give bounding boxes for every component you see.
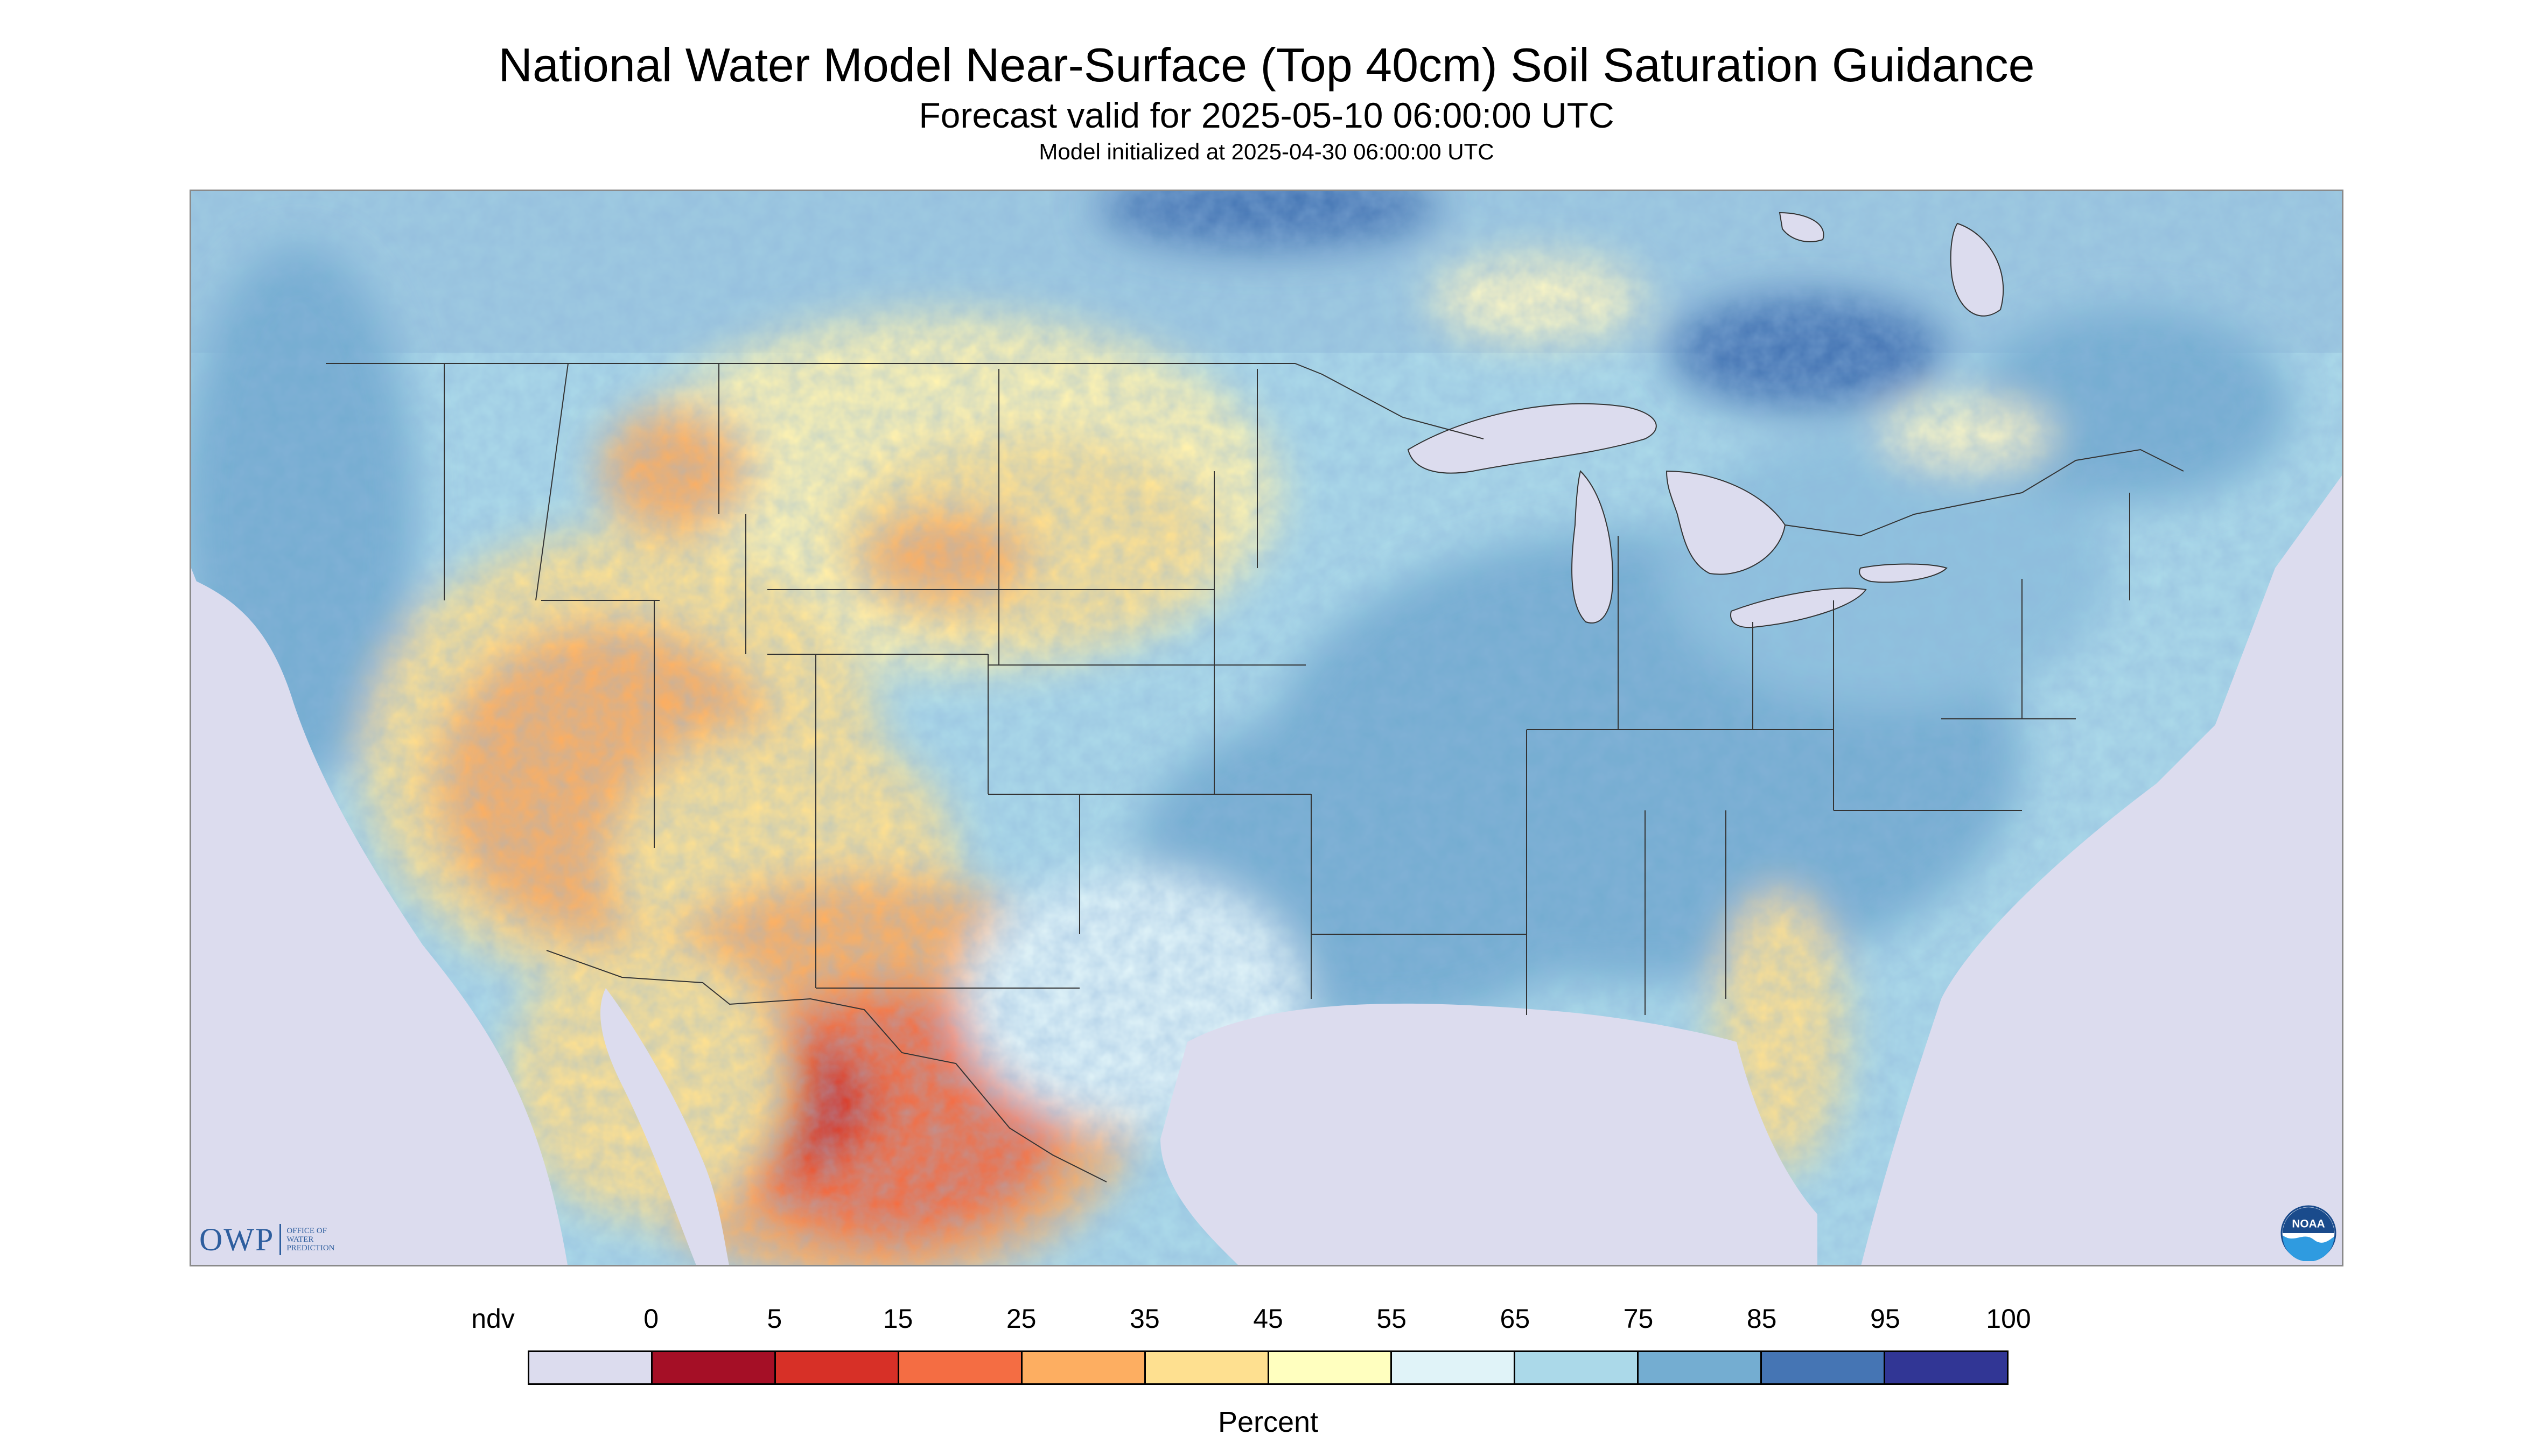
us-mexico-border xyxy=(546,950,1107,1182)
legend-tick-label: 5 xyxy=(767,1304,782,1334)
color-legend: ndv 0 5 15 25 35 45 55 65 75 85 95 100 Percent xyxy=(471,1303,2031,1443)
legend-swatch xyxy=(529,1352,653,1383)
legend-swatch xyxy=(1269,1352,1393,1383)
owp-logo-divider xyxy=(279,1224,282,1255)
noaa-logo: NOAA xyxy=(2280,1205,2336,1261)
legend-tick-label: 25 xyxy=(1006,1304,1037,1334)
owp-logo: OWP OFFICE OF WATER PREDICTION xyxy=(199,1218,335,1261)
legend-tick-label: 100 xyxy=(1986,1304,2031,1334)
forecast-valid-time: Forecast valid for 2025-05-10 06:00:00 U… xyxy=(919,95,1614,135)
us-canada-border xyxy=(326,363,2184,537)
noaa-logo-text: NOAA xyxy=(2292,1218,2325,1230)
legend-swatch xyxy=(652,1352,776,1383)
gulf-of-california xyxy=(600,988,729,1265)
owp-logo-mark: OWP xyxy=(199,1221,275,1257)
legend-swatch xyxy=(1392,1352,1516,1383)
legend-swatch xyxy=(1885,1352,2007,1383)
legend-tick-labels: ndv 0 5 15 25 35 45 55 65 75 85 95 100 xyxy=(471,1303,2031,1341)
legend-tick-label: 75 xyxy=(1623,1304,1654,1334)
lake-huron xyxy=(1666,470,1786,575)
legend-tick-label: 45 xyxy=(1253,1304,1283,1334)
legend-tick-label: 65 xyxy=(1500,1304,1530,1334)
pacific-ocean xyxy=(191,579,568,1265)
legend-tick-label: 15 xyxy=(883,1304,913,1334)
james-bay xyxy=(1779,212,1824,242)
legend-unit-label: Percent xyxy=(1217,1406,1319,1438)
owp-logo-text-line: WATER xyxy=(286,1235,314,1244)
legend-swatch xyxy=(899,1352,1023,1383)
legend-swatch xyxy=(1515,1352,1639,1383)
legend-tick-label: 35 xyxy=(1130,1304,1160,1334)
great-lakes xyxy=(1407,212,2004,628)
owp-logo-text-line: PREDICTION xyxy=(286,1244,335,1252)
legend-swatch xyxy=(1022,1352,1146,1383)
lake-ontario xyxy=(1859,563,1948,583)
hudson-bay-edge xyxy=(1950,222,2004,317)
atlantic-ocean xyxy=(1861,603,2342,1265)
model-init-time: Model initialized at 2025-04-30 06:00:00… xyxy=(1039,139,1494,164)
map-title: National Water Model Near-Surface (Top 4… xyxy=(498,38,2035,92)
legend-tick-label: 0 xyxy=(643,1304,659,1334)
legend-swatch xyxy=(775,1352,899,1383)
lake-erie xyxy=(1730,587,1867,628)
soil-saturation-map xyxy=(190,190,2343,1266)
map-canvas xyxy=(191,191,2342,1265)
legend-swatch xyxy=(1762,1352,1886,1383)
legend-tick-label: ndv xyxy=(471,1304,515,1334)
state-boundaries xyxy=(326,363,2184,1182)
legend-color-bar xyxy=(528,1350,2009,1385)
legend-swatch xyxy=(1145,1352,1269,1383)
legend-tick-label: 85 xyxy=(1746,1304,1777,1334)
legend-swatch xyxy=(1639,1352,1762,1383)
legend-tick-label: 95 xyxy=(1870,1304,1900,1334)
legend-tick-label: 55 xyxy=(1376,1304,1407,1334)
owp-logo-text: OFFICE OF WATER PREDICTION xyxy=(286,1227,334,1252)
lake-superior xyxy=(1407,403,1657,474)
owp-logo-text-line: OFFICE OF xyxy=(286,1227,327,1235)
gulf-of-mexico xyxy=(1160,1003,1817,1265)
lake-michigan xyxy=(1571,470,1614,624)
